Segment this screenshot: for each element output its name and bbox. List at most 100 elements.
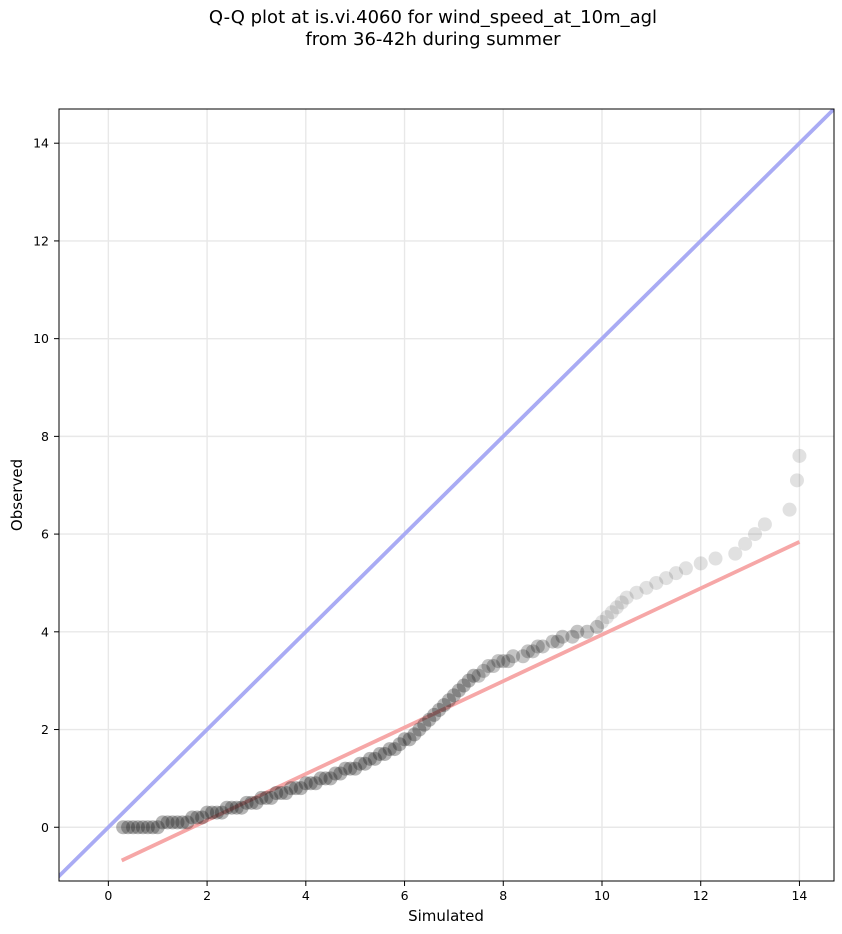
- data-point: [387, 742, 402, 757]
- data-point: [789, 473, 804, 488]
- data-point: [570, 624, 585, 639]
- data-point: [135, 820, 150, 835]
- data-point: [318, 771, 333, 786]
- data-point: [362, 751, 377, 766]
- data-point: [609, 600, 624, 615]
- data-point: [792, 448, 807, 463]
- data-point: [239, 795, 254, 810]
- data-point: [298, 776, 313, 791]
- data-point: [530, 639, 545, 654]
- data-point: [437, 698, 452, 713]
- data-point: [279, 786, 294, 801]
- data-point: [126, 820, 141, 835]
- data-point: [382, 742, 397, 757]
- data-point: [328, 766, 343, 781]
- data-point: [140, 820, 155, 835]
- data-point: [422, 712, 437, 727]
- data-point: [550, 634, 565, 649]
- y-tick-label: 2: [41, 722, 49, 737]
- data-point: [130, 820, 145, 835]
- data-point: [466, 668, 481, 683]
- data-point: [259, 790, 274, 805]
- data-point: [501, 654, 516, 669]
- data-point: [175, 815, 190, 830]
- chart-title-line-1: Q-Q plot at is.vi.4060 for wind_speed_at…: [208, 7, 658, 28]
- chart-title-line-2: from 36-42h during summer: [305, 29, 561, 50]
- data-point: [728, 546, 743, 561]
- y-tick-label: 14: [33, 136, 49, 151]
- x-axis-label: Simulated: [408, 907, 484, 925]
- data-point: [234, 800, 249, 815]
- data-point: [121, 820, 136, 835]
- plot-frame: [58, 108, 835, 882]
- data-point: [491, 654, 506, 669]
- data-point: [471, 668, 486, 683]
- data-point: [170, 815, 185, 830]
- data-point: [535, 639, 550, 654]
- data-point: [619, 590, 634, 605]
- data-point: [249, 795, 264, 810]
- data-point: [555, 629, 570, 644]
- data-point: [545, 634, 560, 649]
- reference-lines: [59, 109, 834, 879]
- data-point: [629, 585, 644, 600]
- data-point: [195, 810, 210, 825]
- data-point: [407, 727, 422, 742]
- data-point: [659, 571, 674, 586]
- data-point: [669, 566, 684, 581]
- data-point: [417, 717, 432, 732]
- data-point: [525, 644, 540, 659]
- data-point: [481, 659, 496, 674]
- data-point: [150, 820, 165, 835]
- x-tick-label: 10: [594, 888, 610, 903]
- data-point: [496, 654, 511, 669]
- data-point: [254, 790, 269, 805]
- data-point: [284, 781, 299, 796]
- data-point: [338, 761, 353, 776]
- data-point: [446, 688, 461, 703]
- data-point: [451, 683, 466, 698]
- data-point: [377, 746, 392, 761]
- data-point: [782, 502, 797, 517]
- data-point: [693, 556, 708, 571]
- data-point: [269, 786, 284, 801]
- data-point: [358, 756, 373, 771]
- data-point: [412, 722, 427, 737]
- data-point: [348, 761, 363, 776]
- data-point: [506, 649, 521, 664]
- data-point: [185, 810, 200, 825]
- data-point: [293, 781, 308, 796]
- data-point: [200, 805, 215, 820]
- data-point: [427, 707, 442, 722]
- x-tick-label: 4: [302, 888, 310, 903]
- data-point: [614, 595, 629, 610]
- data-point: [224, 800, 239, 815]
- x-tick-label: 0: [104, 888, 112, 903]
- data-point: [757, 517, 772, 532]
- data-point: [392, 737, 407, 752]
- data-point: [516, 649, 531, 664]
- y-tick-label: 4: [41, 624, 49, 639]
- data-point: [323, 771, 338, 786]
- data-point: [649, 575, 664, 590]
- data-point: [353, 756, 368, 771]
- data-point: [456, 678, 471, 693]
- data-point: [155, 815, 170, 830]
- data-point: [165, 815, 180, 830]
- data-point: [205, 805, 220, 820]
- data-point: [229, 800, 244, 815]
- data-point: [288, 781, 303, 796]
- y-tick-label: 12: [33, 233, 49, 248]
- data-point: [461, 673, 476, 688]
- data-point: [639, 580, 654, 595]
- identity-line: [59, 109, 834, 879]
- data-point: [441, 693, 456, 708]
- data-point: [219, 800, 234, 815]
- data-point: [678, 561, 693, 576]
- data-point: [333, 766, 348, 781]
- data-points: [116, 448, 807, 835]
- data-point: [145, 820, 160, 835]
- data-point: [244, 795, 259, 810]
- data-point: [303, 776, 318, 791]
